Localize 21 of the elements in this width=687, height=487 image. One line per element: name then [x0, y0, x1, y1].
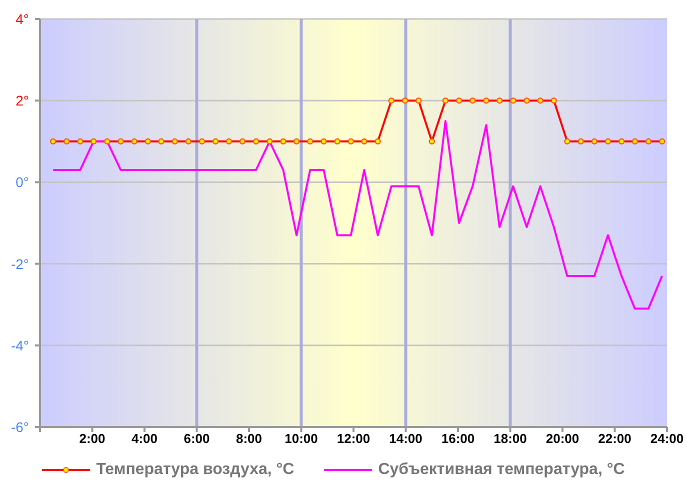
legend-label: Субъективная температура, °C	[377, 461, 625, 479]
x-tick-label: 4:00	[131, 431, 158, 446]
x-tick-label: 12:00	[336, 431, 370, 446]
line-series	[52, 120, 664, 310]
x-tick-label: 20:00	[546, 431, 580, 446]
y-tick-label: 2°	[16, 92, 29, 109]
y-tick-label: -2°	[10, 256, 29, 272]
x-tick-label: 8:00	[236, 431, 262, 446]
y-tick-label: 0°	[16, 174, 29, 190]
x-tick-label: 2:00	[79, 431, 106, 446]
x-tick-label: 6:00	[184, 431, 210, 446]
y-tick-label: 4°	[16, 11, 29, 27]
x-tick-label: 24:00	[650, 431, 684, 446]
x-tick-label: 14:00	[389, 431, 422, 446]
legend-label: Температура воздуха, °C	[95, 461, 294, 479]
y-tick-label: -4°	[10, 337, 29, 354]
x-tick-label: 16:00	[441, 431, 475, 446]
x-tick-label: 22:00	[598, 431, 632, 446]
x-tick-label: 10:00	[284, 431, 318, 446]
y-tick-label: -6°	[10, 419, 29, 435]
x-tick-label: 18:00	[494, 431, 527, 446]
